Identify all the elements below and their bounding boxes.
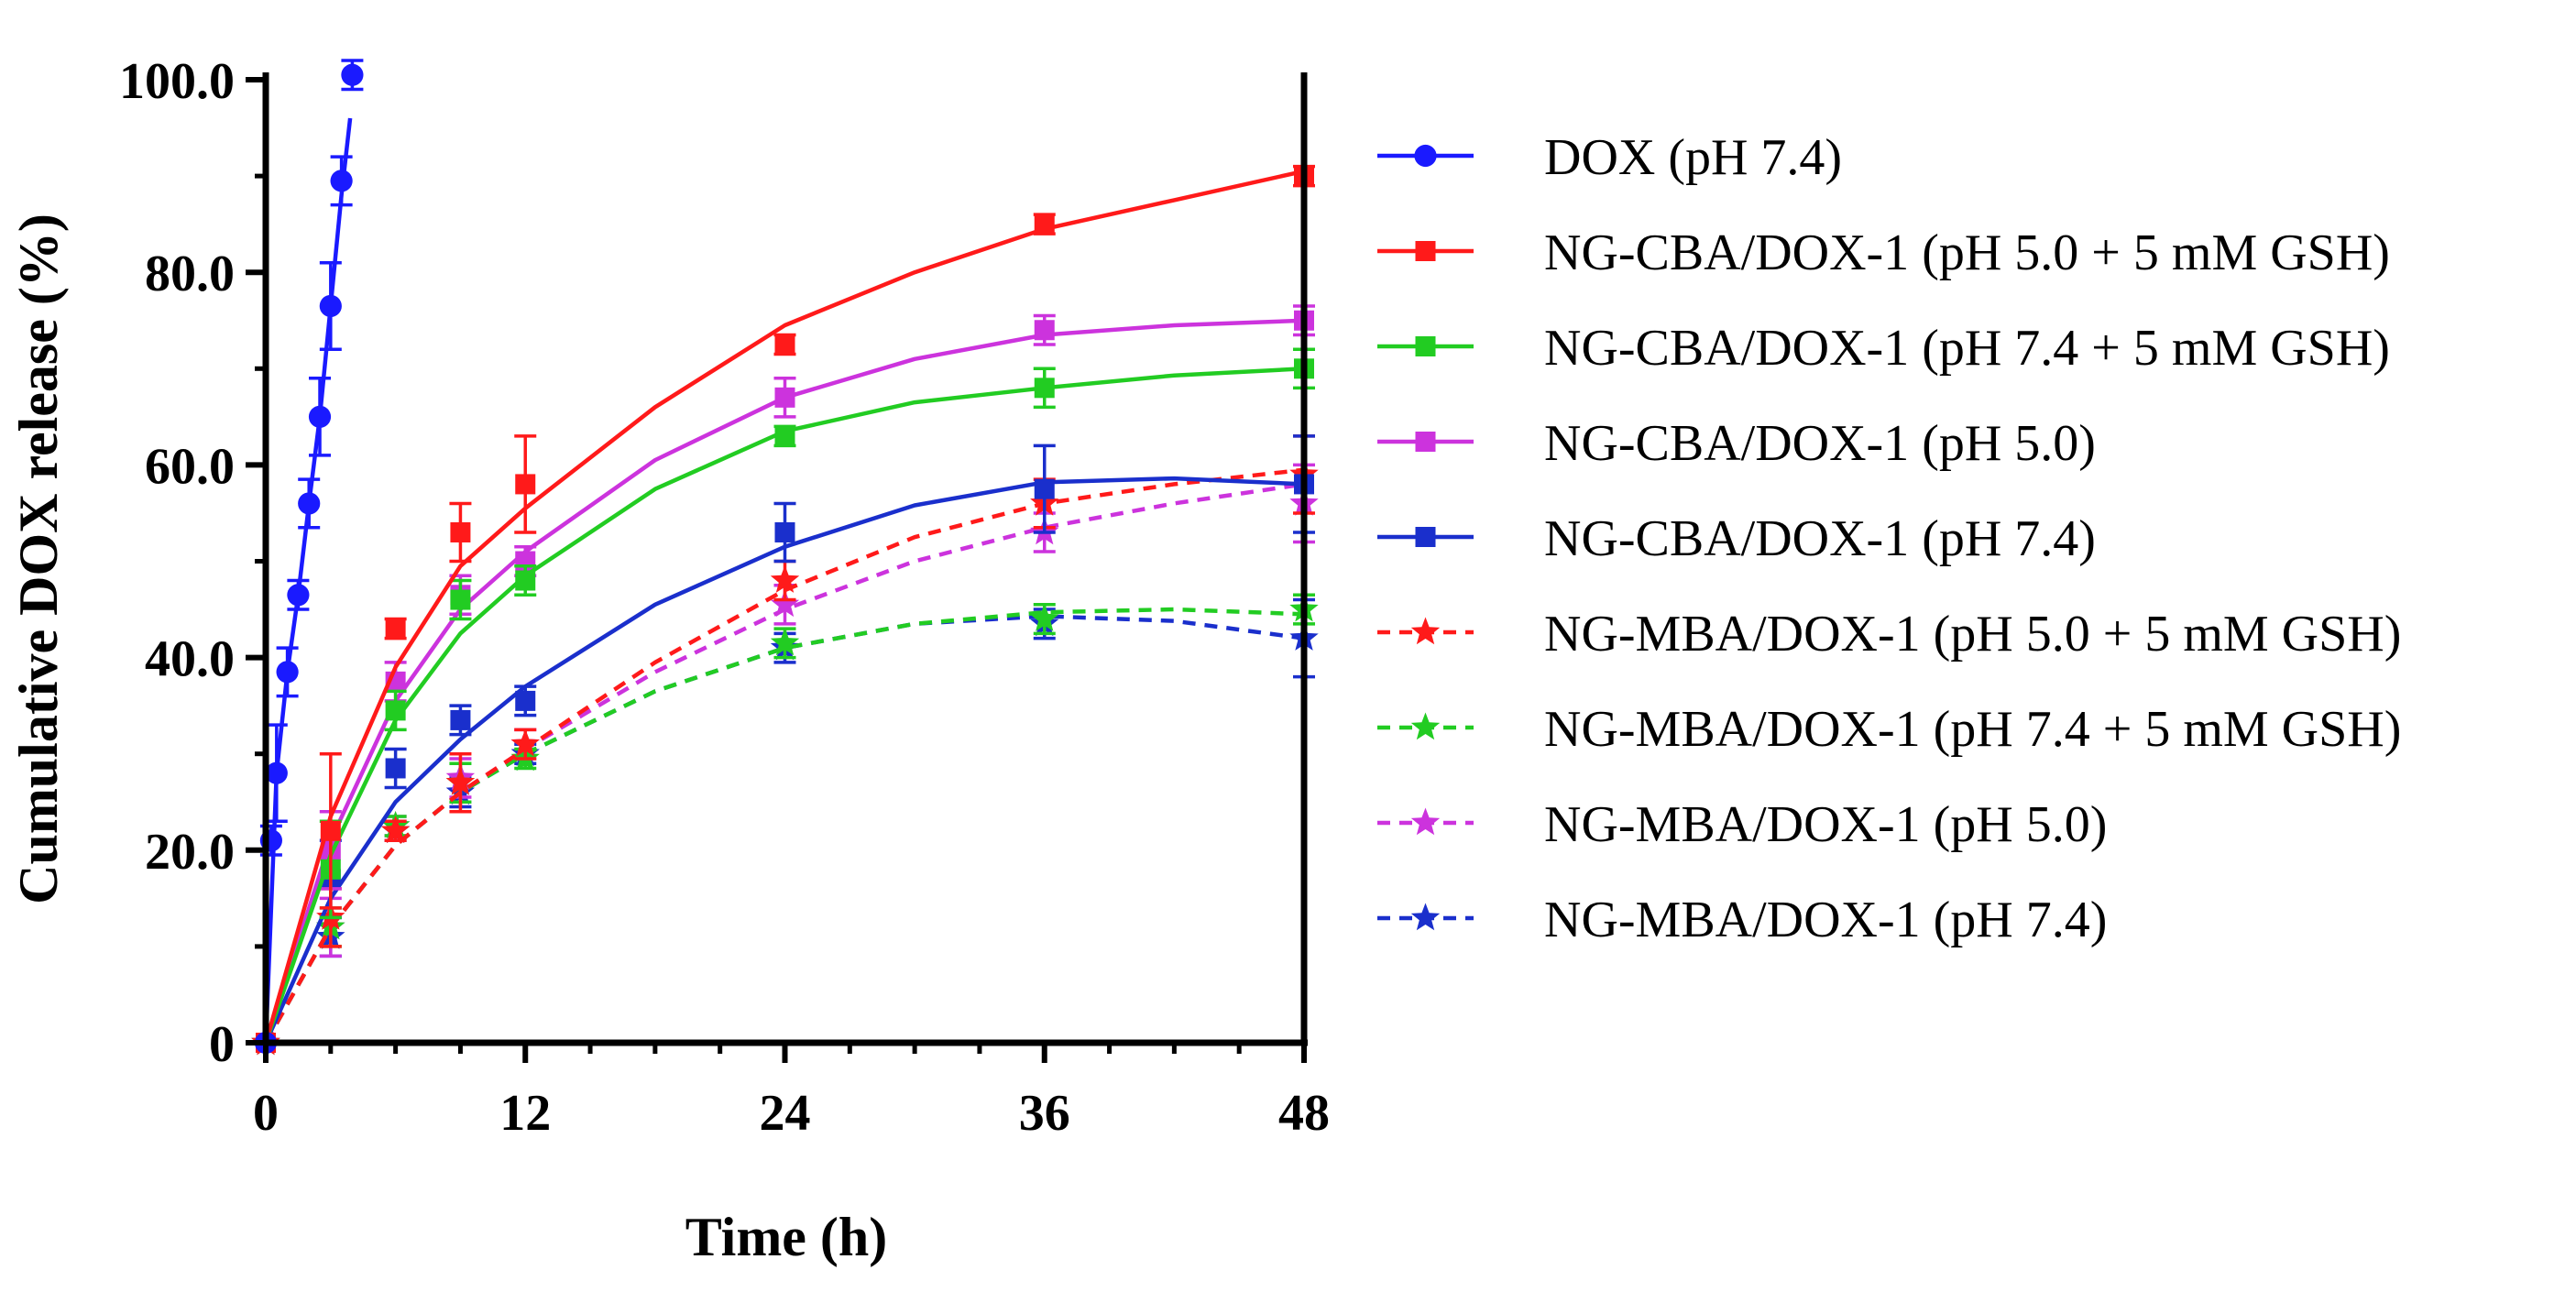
y-tick-label: 80.0 bbox=[145, 246, 235, 302]
data-point bbox=[774, 521, 795, 542]
data-point bbox=[330, 170, 353, 192]
data-point bbox=[1034, 478, 1055, 499]
data-point bbox=[450, 521, 471, 542]
data-point bbox=[319, 294, 342, 318]
legend-item-1: DOX (pH 7.4) bbox=[1377, 129, 1842, 186]
data-point bbox=[320, 820, 341, 841]
legend-label: NG-MBA/DOX-1 (pH 5.0 + 5 mM GSH) bbox=[1544, 606, 2401, 662]
data-point bbox=[385, 619, 406, 640]
legend-marker bbox=[1410, 807, 1441, 836]
data-point bbox=[450, 589, 471, 610]
series-1 bbox=[254, 59, 364, 1055]
data-point bbox=[770, 589, 800, 618]
data-point bbox=[774, 387, 795, 408]
legend-item-9: NG-MBA/DOX-1 (pH 7.4) bbox=[1377, 892, 2107, 948]
y-axis-title: Cumulative DOX release (%) bbox=[8, 214, 69, 904]
data-point bbox=[308, 405, 332, 428]
legend-marker bbox=[1410, 712, 1441, 740]
series-fit-line bbox=[263, 367, 1305, 1044]
series-fit-line bbox=[264, 467, 1305, 1045]
data-point bbox=[341, 63, 364, 86]
legend-label: NG-CBA/DOX-1 (pH 5.0) bbox=[1544, 415, 2096, 472]
legend-label: NG-CBA/DOX-1 (pH 5.0 + 5 mM GSH) bbox=[1544, 224, 2390, 281]
data-point bbox=[450, 709, 471, 730]
series-3 bbox=[256, 347, 1315, 1053]
data-point bbox=[774, 334, 795, 356]
legend-label: NG-MBA/DOX-1 (pH 7.4) bbox=[1544, 892, 2107, 948]
x-tick-label: 12 bbox=[499, 1085, 551, 1142]
y-tick-label: 40.0 bbox=[145, 631, 235, 688]
y-tick-label: 20.0 bbox=[145, 824, 235, 881]
legend-label: NG-MBA/DOX-1 (pH 7.4 + 5 mM GSH) bbox=[1544, 701, 2401, 758]
legend-marker bbox=[1410, 903, 1441, 931]
data-point bbox=[770, 628, 800, 656]
legend-item-7: NG-MBA/DOX-1 (pH 7.4 + 5 mM GSH) bbox=[1377, 701, 2401, 758]
legend-item-4: NG-CBA/DOX-1 (pH 5.0) bbox=[1377, 415, 2096, 472]
data-point bbox=[774, 425, 795, 446]
series-9 bbox=[251, 597, 1319, 1056]
y-tick-label: 60.0 bbox=[145, 438, 235, 495]
legend-item-6: NG-MBA/DOX-1 (pH 5.0 + 5 mM GSH) bbox=[1377, 606, 2401, 662]
series-4 bbox=[256, 304, 1315, 1053]
legend-marker bbox=[1414, 144, 1437, 168]
plot-area bbox=[251, 59, 1319, 1056]
legend-label: NG-CBA/DOX-1 (pH 7.4 + 5 mM GSH) bbox=[1544, 320, 2390, 377]
x-axis-title: Time (h) bbox=[685, 1207, 888, 1267]
axes: 0 20.0 40.0 60.0 80.0 100.0 0 12 24 36 48 bbox=[119, 53, 1330, 1142]
series-fit-line bbox=[263, 476, 1305, 1044]
legend-marker bbox=[1410, 617, 1441, 645]
legend-label: NG-MBA/DOX-1 (pH 5.0) bbox=[1544, 796, 2107, 853]
series-fit-line bbox=[263, 318, 1305, 1044]
data-point bbox=[1030, 604, 1059, 631]
data-point bbox=[385, 700, 406, 721]
legend-item-5: NG-CBA/DOX-1 (pH 7.4) bbox=[1377, 510, 2096, 567]
data-point bbox=[515, 570, 536, 591]
legend: DOX (pH 7.4) NG-CBA/DOX-1 (pH 5.0 + 5 mM … bbox=[1377, 129, 2401, 948]
y-tick-label: 100.0 bbox=[119, 53, 235, 110]
y-tick-label: 0 bbox=[209, 1016, 235, 1073]
series-fit-line bbox=[263, 169, 1305, 1044]
x-tick-label: 24 bbox=[760, 1085, 811, 1142]
data-point bbox=[445, 767, 476, 795]
data-point bbox=[1034, 320, 1055, 341]
data-point bbox=[380, 816, 411, 844]
series-5 bbox=[256, 434, 1315, 1053]
data-point bbox=[287, 584, 310, 607]
legend-marker bbox=[1415, 336, 1436, 356]
legend-item-8: NG-MBA/DOX-1 (pH 5.0) bbox=[1377, 796, 2107, 853]
data-point bbox=[510, 728, 540, 757]
data-point bbox=[385, 758, 406, 779]
legend-label: NG-CBA/DOX-1 (pH 7.4) bbox=[1544, 510, 2096, 567]
legend-marker bbox=[1415, 241, 1436, 261]
data-point bbox=[265, 761, 288, 784]
x-tick-label: 0 bbox=[253, 1085, 279, 1142]
x-tick-label: 48 bbox=[1278, 1085, 1330, 1142]
legend-item-2: NG-CBA/DOX-1 (pH 5.0 + 5 mM GSH) bbox=[1377, 224, 2390, 281]
data-point bbox=[1034, 214, 1055, 235]
legend-item-3: NG-CBA/DOX-1 (pH 7.4 + 5 mM GSH) bbox=[1377, 320, 2390, 377]
data-point bbox=[276, 661, 299, 684]
data-point bbox=[515, 690, 536, 711]
legend-marker bbox=[1415, 432, 1436, 452]
data-point bbox=[298, 492, 321, 515]
data-point bbox=[770, 565, 800, 593]
legend-marker bbox=[1415, 527, 1436, 547]
series-fit-line bbox=[264, 614, 1305, 1045]
data-point bbox=[1034, 378, 1055, 399]
x-tick-label: 36 bbox=[1019, 1085, 1070, 1142]
legend-label: DOX (pH 7.4) bbox=[1544, 129, 1842, 186]
data-point bbox=[515, 474, 536, 495]
